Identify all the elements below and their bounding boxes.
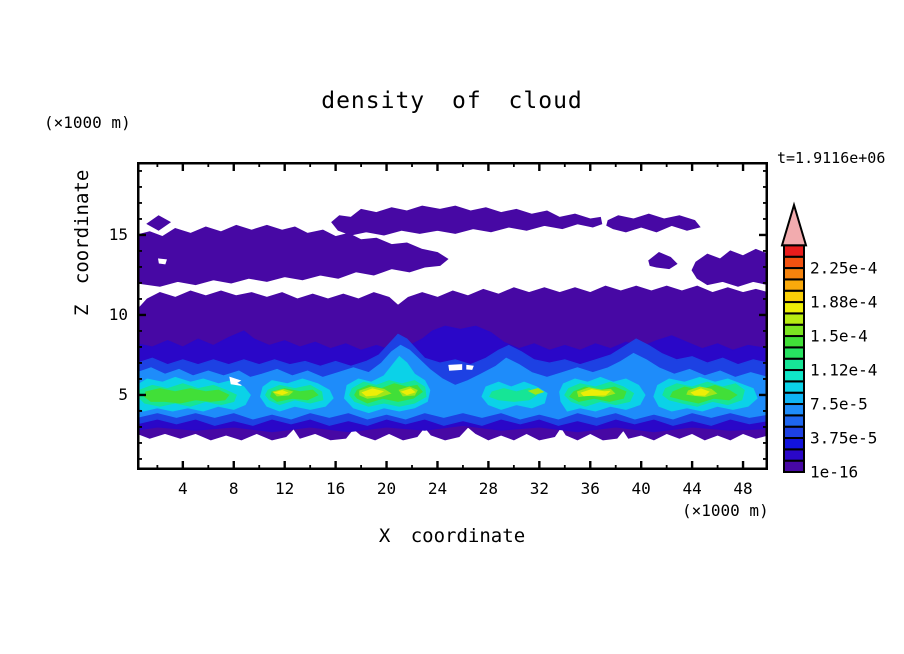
x-tick-label-28: 28 <box>478 479 499 498</box>
x-tick-label-16: 16 <box>325 479 346 498</box>
colorbar-label-3.75e-5: 3.75e-5 <box>810 429 877 448</box>
contour-plot <box>137 162 768 470</box>
contour-region-yellow-5 <box>690 388 710 396</box>
x-tick-label-4: 4 <box>178 479 188 498</box>
z-tick-label-10: 10 <box>108 304 128 324</box>
x-axis-label: X coordinate <box>378 525 526 547</box>
colorbar-cell-2 <box>783 437 805 451</box>
colorbar-cell-4 <box>783 414 805 428</box>
contour-region-white-hole-3 <box>466 364 474 370</box>
colorbar-cell-9 <box>783 357 805 372</box>
chart-title: density of cloud <box>321 88 583 114</box>
x-tick-label-36: 36 <box>580 479 600 498</box>
colorbar-label-1.5e-4: 1.5e-4 <box>810 327 868 346</box>
contour-region-left-diamond <box>146 215 172 231</box>
colorbar-cell-11 <box>783 335 805 349</box>
contour-region-right-upper-patch <box>691 248 768 287</box>
x-axis-unit-label: (×1000 m) <box>682 501 769 520</box>
z-tick-label-15: 15 <box>108 224 128 244</box>
contour-region-white-hole-1 <box>229 376 242 386</box>
contour-region-right-upper-patch2 <box>648 252 678 270</box>
colorbar-overflow-arrow <box>780 201 808 247</box>
z-axis-unit-label: (×1000 m) <box>44 113 131 132</box>
x-tick-label-24: 24 <box>427 479 448 498</box>
contour-region-yellow-3 <box>400 388 416 396</box>
contour-region-green-1 <box>144 388 230 404</box>
time-annotation: t=1.9116e+06 <box>777 149 886 167</box>
x-tick-label-48: 48 <box>733 479 753 498</box>
x-tick-label-40: 40 <box>631 479 651 498</box>
colorbar-cell-17 <box>783 267 805 281</box>
z-tick-label-5: 5 <box>118 384 128 404</box>
colorbar-cell-7 <box>783 380 805 394</box>
colorbar-label-1e-16: 1e-16 <box>810 463 858 482</box>
x-tick-label-44: 44 <box>682 479 702 498</box>
colorbar-cell-0 <box>783 459 805 474</box>
contour-region-yellow-4 <box>580 389 611 397</box>
plot-frame <box>137 162 768 470</box>
colorbar-cell-6 <box>783 391 805 406</box>
colorbar-label-1.88e-4: 1.88e-4 <box>810 293 877 312</box>
colorbar-cell-19 <box>783 244 805 258</box>
contour-region-white-hole-4 <box>157 258 167 265</box>
contour-region-yellow-2 <box>361 388 385 397</box>
colorbar-cell-5 <box>783 403 805 417</box>
contour-region-white-hole-2 <box>448 364 463 371</box>
colorbar-cell-13 <box>783 312 805 326</box>
colorbar-cell-16 <box>783 278 805 292</box>
contour-region-chartreuse-6 <box>527 388 545 395</box>
colorbar-cell-14 <box>783 301 805 315</box>
colorbar-label-1.12e-4: 1.12e-4 <box>810 361 877 380</box>
colorbar: 2.25e-4 1.88e-4 1.5e-4 1.12e-4 7.5e-5 3.75e-5… <box>780 201 877 482</box>
x-tick-label-12: 12 <box>275 479 295 498</box>
colorbar-cell-8 <box>783 369 805 383</box>
contour-region-left-cluster <box>137 224 449 287</box>
colorbar-cell-18 <box>783 255 805 270</box>
colorbar-cell-10 <box>783 346 805 360</box>
contour-region-anvil-streak-right <box>606 213 701 233</box>
x-tick-label-20: 20 <box>376 479 397 498</box>
x-tick-label-32: 32 <box>529 479 549 498</box>
contour-region-teal-6 <box>488 388 538 402</box>
contour-region-anvil-streak-main <box>331 205 603 236</box>
colorbar-cell-12 <box>783 323 805 338</box>
colorbar-cell-3 <box>783 425 805 440</box>
colorbar-label-7.5e-5: 7.5e-5 <box>810 395 868 414</box>
colorbar-cell-1 <box>783 448 805 462</box>
colorbar-label-2.25e-4: 2.25e-4 <box>810 259 877 278</box>
contour-region-yellow-1 <box>273 389 289 396</box>
colorbar-cell-15 <box>783 289 805 304</box>
x-tick-label-8: 8 <box>228 479 239 498</box>
